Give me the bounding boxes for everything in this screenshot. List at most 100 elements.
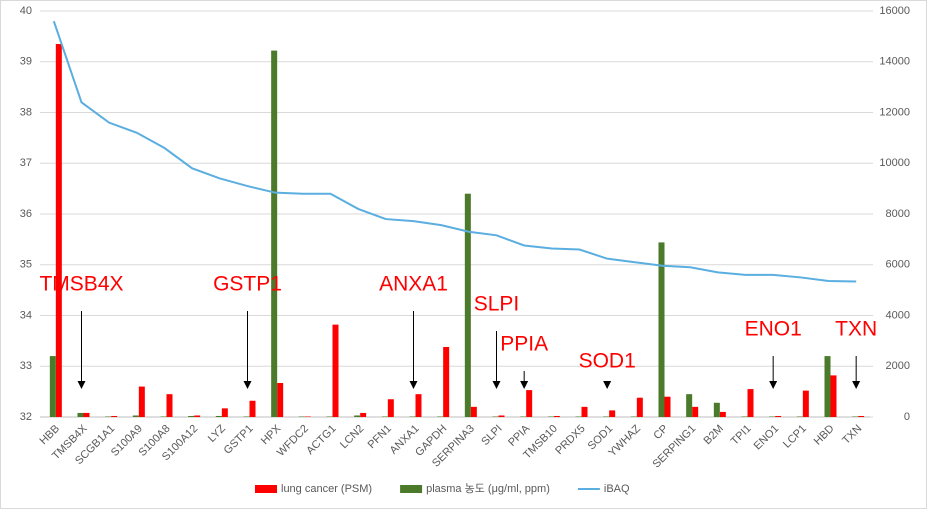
bar (360, 412, 367, 417)
bar (271, 50, 278, 418)
bar (692, 406, 699, 417)
bar (553, 415, 560, 417)
bar (387, 399, 394, 417)
bar (830, 375, 837, 417)
bar (741, 416, 748, 417)
bar (526, 390, 533, 417)
y-tick-label: 39 (20, 56, 32, 68)
bar (443, 346, 450, 417)
y2-tick-label: 2000 (886, 360, 910, 372)
arrow-head (603, 381, 612, 389)
y2-tick-label: 0 (904, 411, 910, 423)
y-tick-label: 36 (20, 208, 32, 220)
arrow-head (492, 381, 501, 389)
y-tick-label: 33 (20, 360, 32, 372)
bar (609, 410, 616, 417)
arrow-head (769, 381, 778, 389)
bar (769, 416, 776, 417)
y-tick-label: 35 (20, 259, 32, 271)
annotation: GSTP1 (213, 273, 282, 296)
bar (194, 415, 201, 417)
bar (852, 416, 859, 417)
arrow-head (243, 381, 252, 389)
bar (354, 415, 361, 417)
bar (49, 356, 56, 417)
bar (188, 415, 195, 417)
bar (719, 411, 726, 417)
bar (824, 356, 831, 417)
y2-tick-label: 10000 (879, 157, 910, 169)
arrow-head (77, 381, 86, 389)
bar (77, 412, 84, 417)
bar (215, 415, 222, 417)
y-tick-label: 34 (20, 309, 32, 321)
legend-label: plasma 농도 (μg/ml, ppm) (426, 482, 550, 495)
y2-tick-label: 16000 (879, 5, 910, 17)
bar (603, 416, 610, 417)
bar (138, 386, 145, 417)
bar (581, 406, 588, 417)
annotation: ENO1 (745, 318, 802, 341)
line (52, 20, 857, 283)
bar (83, 412, 90, 417)
y2-tick-label: 6000 (886, 259, 910, 271)
bar (492, 416, 499, 417)
bar (243, 416, 250, 417)
bar (381, 416, 388, 417)
arrow-head (852, 381, 861, 389)
bar (575, 416, 582, 417)
legend-swatch (255, 485, 277, 493)
bar (304, 416, 311, 417)
bar (775, 415, 782, 417)
arrow-head (520, 381, 529, 389)
annotation: TXN (835, 318, 877, 341)
bar (520, 416, 527, 417)
bar (498, 415, 505, 417)
bar (409, 416, 416, 417)
bar (747, 389, 754, 417)
annotation: SOD1 (579, 350, 636, 373)
bar (160, 416, 167, 417)
bar (298, 416, 305, 417)
y-tick-label: 38 (20, 106, 32, 118)
bar (437, 416, 444, 417)
bar (664, 396, 671, 417)
bar (132, 415, 139, 417)
bar (686, 394, 693, 417)
bar (105, 416, 112, 417)
legend-label: iBAQ (604, 483, 630, 495)
y2-tick-label: 12000 (879, 106, 910, 118)
bar (636, 397, 643, 417)
annotation: ANXA1 (379, 273, 448, 296)
bar (713, 402, 720, 417)
bar (249, 400, 256, 417)
bar (858, 415, 865, 417)
legend-label: lung cancer (PSM) (281, 483, 372, 495)
y2-tick-label: 4000 (886, 309, 910, 321)
bar (221, 408, 228, 417)
legend-swatch (400, 485, 423, 493)
annotation: PPIA (500, 333, 548, 356)
bar (166, 394, 173, 417)
annotation: SLPI (474, 293, 520, 316)
bar (277, 382, 284, 417)
bar (802, 390, 809, 417)
bar (111, 415, 118, 417)
y2-tick-label: 8000 (886, 208, 910, 220)
bar (470, 406, 477, 417)
bar (332, 324, 339, 417)
bar (415, 394, 422, 417)
bar (630, 416, 637, 417)
bar (55, 43, 62, 418)
y-tick-label: 40 (20, 5, 32, 17)
y-tick-label: 37 (20, 157, 32, 169)
bar (547, 416, 554, 417)
annotation: TMSB4X (39, 273, 123, 296)
bar (796, 416, 803, 417)
bar (464, 193, 471, 417)
bar (326, 416, 333, 417)
y2-tick-label: 14000 (879, 56, 910, 68)
y-tick-label: 32 (20, 411, 32, 423)
